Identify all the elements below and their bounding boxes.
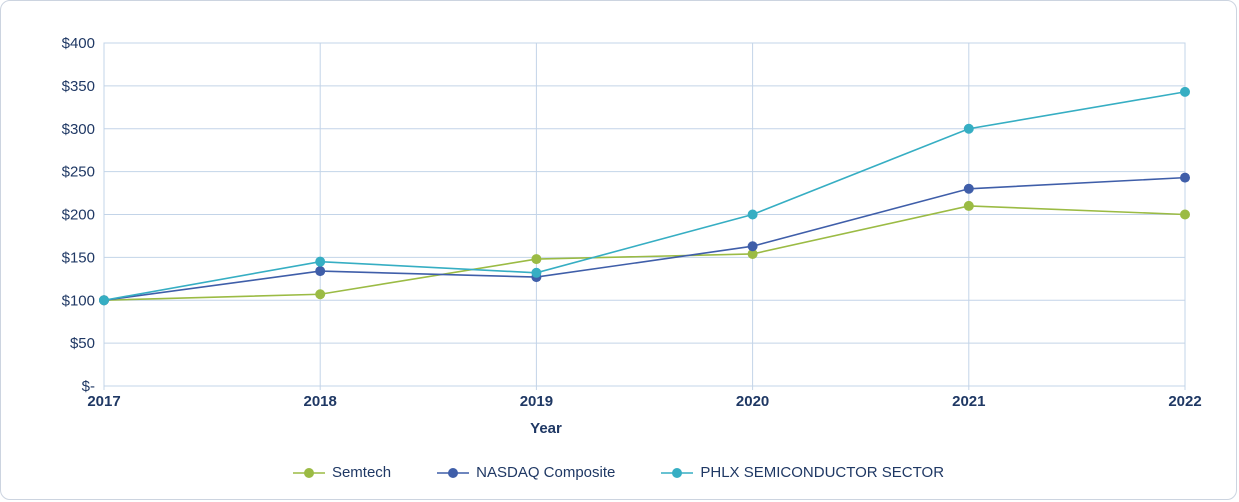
y-tick-label: $300 — [62, 121, 95, 138]
series-line-phlx-semiconductor-sector — [103, 91, 1186, 302]
x-tick-label: 2021 — [952, 393, 985, 410]
data-point-marker — [1180, 209, 1190, 220]
legend-item-semtech: Semtech — [292, 464, 392, 481]
data-point-marker — [963, 200, 974, 211]
data-point-marker — [1180, 86, 1190, 97]
y-tick-label: $100 — [62, 292, 95, 309]
series-line-semtech — [103, 205, 1186, 302]
y-tick-label: $150 — [62, 249, 95, 266]
x-tick-label: 2017 — [87, 393, 120, 410]
performance-line-chart: $- $50 $100 $150 $200 $250 $300 $350 $400 2017 201… — [62, 35, 1202, 437]
data-point-marker — [315, 266, 326, 277]
y-tick-label: $350 — [62, 78, 95, 95]
y-tick-label: $400 — [62, 35, 95, 52]
x-tick-label: 2018 — [304, 393, 337, 410]
legend-item-nasdaq-composite: NASDAQ Composite — [437, 464, 615, 481]
data-point-marker — [963, 123, 974, 134]
data-point-marker — [747, 209, 758, 220]
data-point-marker — [747, 248, 758, 259]
y-tick-label: $50 — [70, 335, 95, 352]
y-tick-label: $250 — [62, 164, 95, 181]
legend-label: Semtech — [331, 464, 392, 481]
data-point-marker — [99, 295, 109, 306]
x-tick-label: 2019 — [520, 393, 553, 410]
data-point-marker — [1180, 172, 1190, 183]
legend-swatch-icon — [292, 467, 325, 478]
legend-label: PHLX SEMICONDUCTOR SECTOR — [700, 464, 945, 481]
data-point-marker — [315, 256, 326, 267]
x-tick-label: 2022 — [1168, 393, 1201, 410]
legend-swatch-icon — [661, 467, 694, 478]
data-point-marker — [747, 241, 758, 252]
y-tick-label: $200 — [62, 207, 95, 224]
data-point-marker — [531, 254, 542, 265]
data-point-marker — [963, 183, 974, 194]
x-axis-title: Year — [530, 420, 562, 437]
data-point-marker — [531, 267, 542, 278]
legend-label: NASDAQ Composite — [476, 464, 616, 481]
chart-legend: Semtech NASDAQ Composite PHLX SEMICONDUCTO… — [1, 464, 1236, 481]
x-tick-label: 2020 — [736, 393, 769, 410]
series-line-nasdaq-composite — [103, 176, 1186, 302]
data-point-marker — [315, 289, 326, 300]
legend-item-phlx-semiconductor-sector: PHLX SEMICONDUCTOR SECTOR — [661, 464, 944, 481]
y-tick-label: $- — [82, 378, 95, 395]
legend-swatch-icon — [437, 467, 470, 478]
